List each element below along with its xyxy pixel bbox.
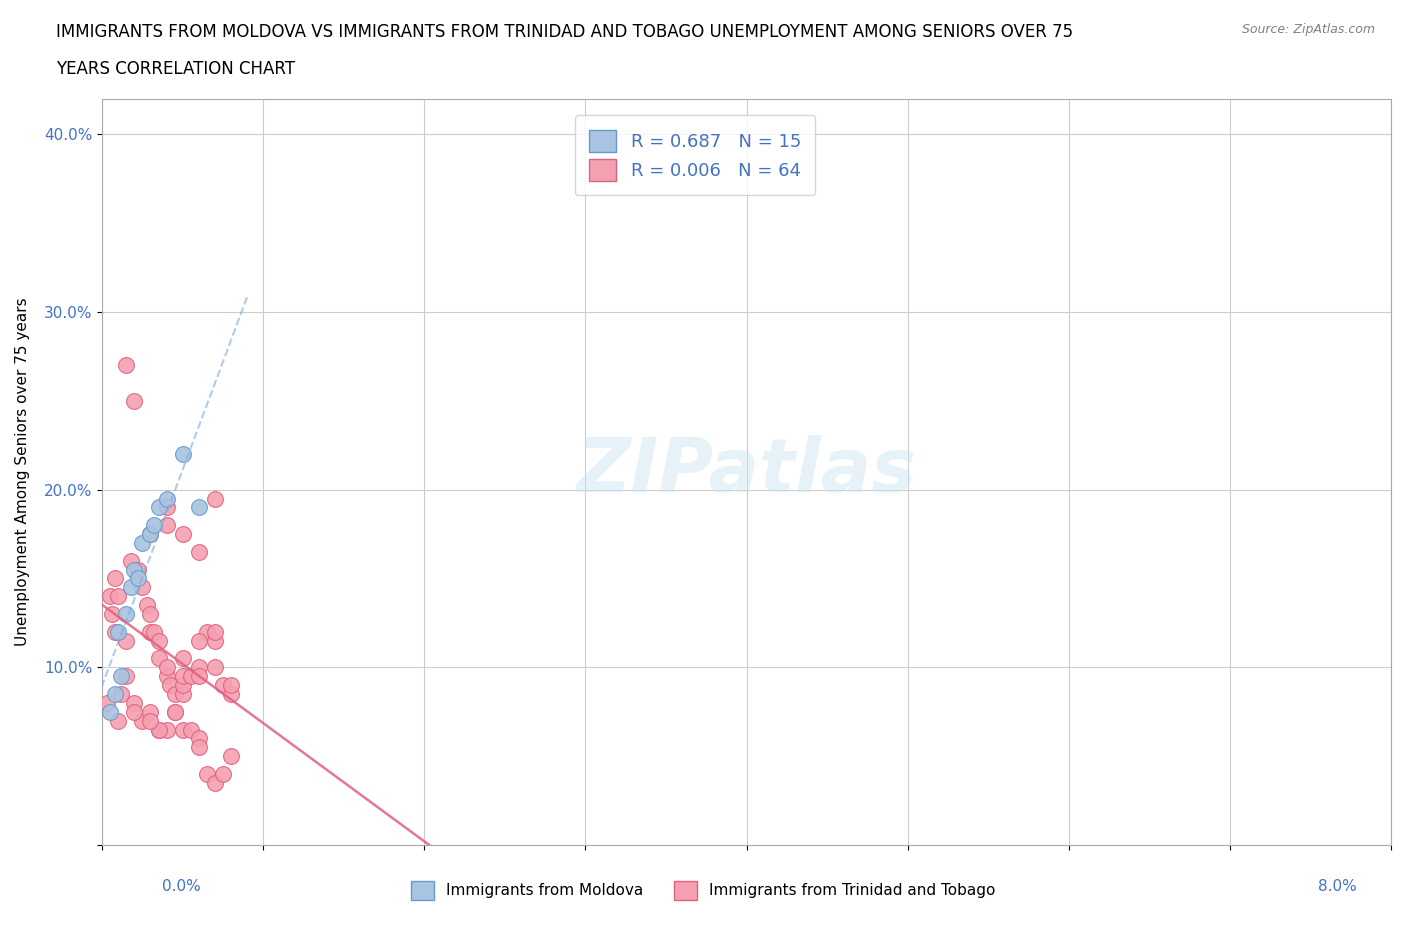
Point xyxy=(187,660,209,675)
Point xyxy=(139,704,162,719)
Point xyxy=(159,678,181,693)
Point xyxy=(219,749,242,764)
Point xyxy=(98,704,121,719)
Point xyxy=(180,722,202,737)
Point xyxy=(180,669,202,684)
Point xyxy=(163,704,186,719)
Point xyxy=(104,571,127,586)
Y-axis label: Unemployment Among Seniors over 75 years: Unemployment Among Seniors over 75 years xyxy=(15,298,30,646)
Point xyxy=(187,740,209,755)
Point xyxy=(219,678,242,693)
Point xyxy=(142,624,165,639)
Point xyxy=(107,713,129,728)
Point xyxy=(172,526,194,541)
Point xyxy=(204,633,226,648)
Point xyxy=(195,766,218,781)
Text: YEARS CORRELATION CHART: YEARS CORRELATION CHART xyxy=(56,60,295,78)
Point xyxy=(148,722,170,737)
Point xyxy=(124,704,146,719)
Point xyxy=(101,606,124,621)
Point xyxy=(195,624,218,639)
Point xyxy=(155,500,177,515)
Legend: Immigrants from Moldova, Immigrants from Trinidad and Tobago: Immigrants from Moldova, Immigrants from… xyxy=(405,875,1001,906)
Point xyxy=(163,686,186,701)
Point xyxy=(212,678,235,693)
Point xyxy=(107,624,129,639)
Point xyxy=(139,713,162,728)
Point xyxy=(187,731,209,746)
Point xyxy=(172,678,194,693)
Point xyxy=(104,624,127,639)
Point xyxy=(131,713,153,728)
Point xyxy=(163,704,186,719)
Point xyxy=(139,526,162,541)
Point xyxy=(187,500,209,515)
Point xyxy=(172,686,194,701)
Point xyxy=(187,633,209,648)
Point xyxy=(120,553,142,568)
Point xyxy=(155,518,177,533)
Point xyxy=(115,358,138,373)
Point xyxy=(219,686,242,701)
Text: IMMIGRANTS FROM MOLDOVA VS IMMIGRANTS FROM TRINIDAD AND TOBAGO UNEMPLOYMENT AMON: IMMIGRANTS FROM MOLDOVA VS IMMIGRANTS FR… xyxy=(56,23,1073,41)
Text: 8.0%: 8.0% xyxy=(1317,879,1357,894)
Point xyxy=(155,660,177,675)
Point xyxy=(131,580,153,595)
Point xyxy=(155,722,177,737)
Point xyxy=(107,589,129,604)
Point xyxy=(204,776,226,790)
Point xyxy=(136,598,159,613)
Point xyxy=(131,536,153,551)
Point xyxy=(148,722,170,737)
Text: 0.0%: 0.0% xyxy=(162,879,201,894)
Point xyxy=(187,669,209,684)
Point xyxy=(139,606,162,621)
Point xyxy=(155,669,177,684)
Point xyxy=(98,589,121,604)
Point xyxy=(124,696,146,711)
Point xyxy=(172,446,194,461)
Point xyxy=(187,544,209,559)
Point xyxy=(110,669,132,684)
Point xyxy=(127,571,149,586)
Text: Source: ZipAtlas.com: Source: ZipAtlas.com xyxy=(1241,23,1375,36)
Point xyxy=(204,624,226,639)
Point xyxy=(127,562,149,577)
Point xyxy=(212,766,235,781)
Point xyxy=(104,686,127,701)
Point xyxy=(172,651,194,666)
Text: ZIPatlas: ZIPatlas xyxy=(576,435,917,509)
Point xyxy=(148,500,170,515)
Point xyxy=(139,526,162,541)
Point xyxy=(172,722,194,737)
Point xyxy=(115,669,138,684)
Point xyxy=(148,651,170,666)
Point xyxy=(124,393,146,408)
Point xyxy=(120,580,142,595)
Point xyxy=(124,562,146,577)
Point xyxy=(115,606,138,621)
Point xyxy=(148,633,170,648)
Point xyxy=(139,624,162,639)
Point xyxy=(115,633,138,648)
Point xyxy=(155,491,177,506)
Point xyxy=(172,669,194,684)
Point xyxy=(204,491,226,506)
Point xyxy=(96,696,118,711)
Point xyxy=(142,518,165,533)
Point xyxy=(204,660,226,675)
Legend: R = 0.687   N = 15, R = 0.006   N = 64: R = 0.687 N = 15, R = 0.006 N = 64 xyxy=(575,115,815,195)
Point xyxy=(110,686,132,701)
